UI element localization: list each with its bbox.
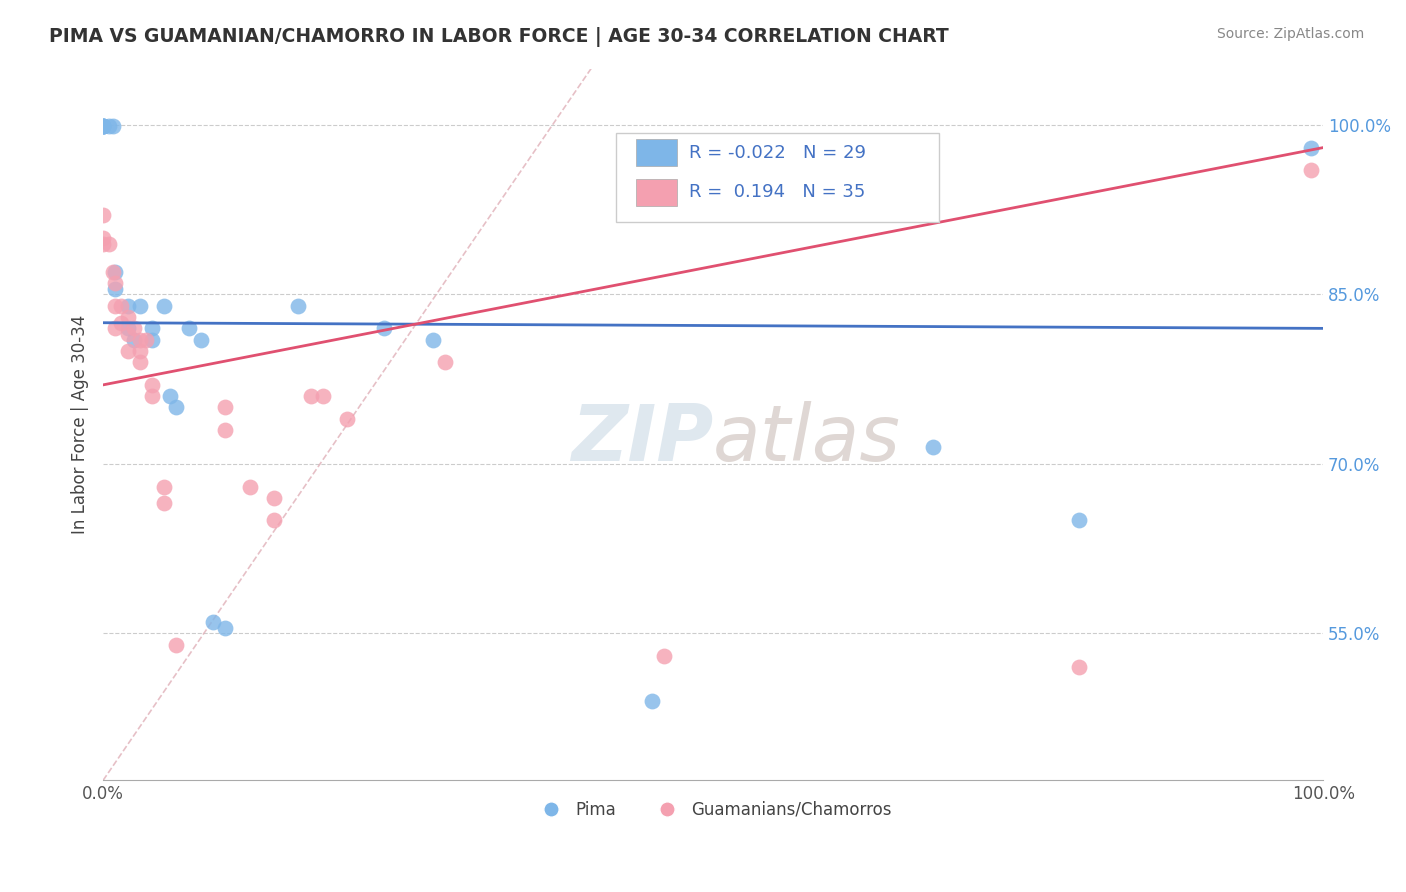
- Point: [91, 208, 114, 222]
- Point: [201, 615, 224, 629]
- Point: [104, 276, 127, 290]
- Legend: Pima, Guamanians/Chamorros: Pima, Guamanians/Chamorros: [527, 794, 898, 825]
- Text: PIMA VS GUAMANIAN/CHAMORRO IN LABOR FORCE | AGE 30-34 CORRELATION CHART: PIMA VS GUAMANIAN/CHAMORRO IN LABOR FORC…: [49, 27, 949, 46]
- Point: [141, 321, 163, 335]
- Point: [117, 326, 139, 341]
- Point: [141, 377, 163, 392]
- Point: [117, 310, 139, 324]
- Point: [141, 333, 163, 347]
- Point: [122, 333, 145, 347]
- Text: Source: ZipAtlas.com: Source: ZipAtlas.com: [1216, 27, 1364, 41]
- FancyBboxPatch shape: [616, 133, 939, 221]
- Point: [91, 119, 114, 133]
- Point: [91, 236, 114, 251]
- Point: [263, 513, 285, 527]
- FancyBboxPatch shape: [637, 139, 676, 166]
- Point: [128, 355, 150, 369]
- Point: [165, 401, 187, 415]
- Point: [141, 389, 163, 403]
- Point: [641, 694, 664, 708]
- Point: [104, 321, 127, 335]
- Point: [153, 479, 176, 493]
- Point: [117, 343, 139, 358]
- Point: [110, 299, 132, 313]
- Point: [117, 321, 139, 335]
- Point: [91, 231, 114, 245]
- Point: [110, 316, 132, 330]
- Point: [117, 299, 139, 313]
- Point: [101, 119, 124, 133]
- Point: [336, 411, 359, 425]
- Point: [238, 479, 260, 493]
- FancyBboxPatch shape: [637, 178, 676, 206]
- Point: [128, 343, 150, 358]
- Point: [373, 321, 395, 335]
- Point: [214, 621, 236, 635]
- Point: [104, 265, 127, 279]
- Point: [652, 648, 675, 663]
- Point: [98, 236, 121, 251]
- Point: [101, 265, 124, 279]
- Point: [299, 389, 322, 403]
- Text: ZIP: ZIP: [571, 401, 713, 476]
- Point: [263, 491, 285, 505]
- Point: [1299, 140, 1322, 154]
- Point: [433, 355, 456, 369]
- Point: [104, 282, 127, 296]
- Text: atlas: atlas: [713, 401, 901, 476]
- Point: [159, 389, 181, 403]
- Point: [104, 299, 127, 313]
- Point: [122, 321, 145, 335]
- Point: [128, 333, 150, 347]
- Point: [1069, 513, 1091, 527]
- Point: [91, 119, 114, 133]
- Point: [128, 299, 150, 313]
- Point: [91, 119, 114, 133]
- Point: [287, 299, 309, 313]
- Point: [153, 496, 176, 510]
- Point: [422, 333, 444, 347]
- Point: [98, 119, 121, 133]
- Text: R =  0.194   N = 35: R = 0.194 N = 35: [689, 184, 865, 202]
- Point: [190, 333, 212, 347]
- Point: [214, 401, 236, 415]
- Y-axis label: In Labor Force | Age 30-34: In Labor Force | Age 30-34: [72, 315, 89, 534]
- Point: [921, 440, 943, 454]
- Point: [312, 389, 335, 403]
- Point: [165, 638, 187, 652]
- Text: R = -0.022   N = 29: R = -0.022 N = 29: [689, 144, 866, 161]
- Point: [91, 119, 114, 133]
- Point: [135, 333, 157, 347]
- Point: [91, 119, 114, 133]
- Point: [1069, 660, 1091, 674]
- Point: [1299, 163, 1322, 178]
- Point: [177, 321, 200, 335]
- Point: [153, 299, 176, 313]
- Point: [214, 423, 236, 437]
